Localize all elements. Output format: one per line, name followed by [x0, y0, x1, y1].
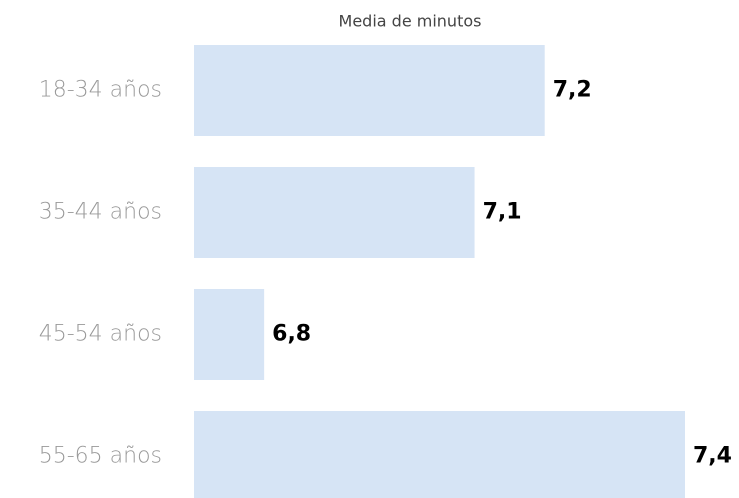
value-label: 7,4	[693, 444, 732, 469]
bar	[194, 167, 475, 258]
value-label: 6,8	[272, 322, 311, 347]
value-label: 7,1	[483, 200, 522, 225]
category-label: 45-54 años	[39, 322, 162, 347]
bar	[194, 411, 685, 498]
bar	[194, 45, 545, 136]
chart-title: Media de minutos	[339, 12, 482, 31]
value-label: 7,2	[553, 78, 592, 103]
category-label: 18-34 años	[39, 78, 162, 103]
bar	[194, 289, 265, 380]
category-label: 55-65 años	[39, 444, 162, 469]
category-label: 35-44 años	[39, 200, 162, 225]
